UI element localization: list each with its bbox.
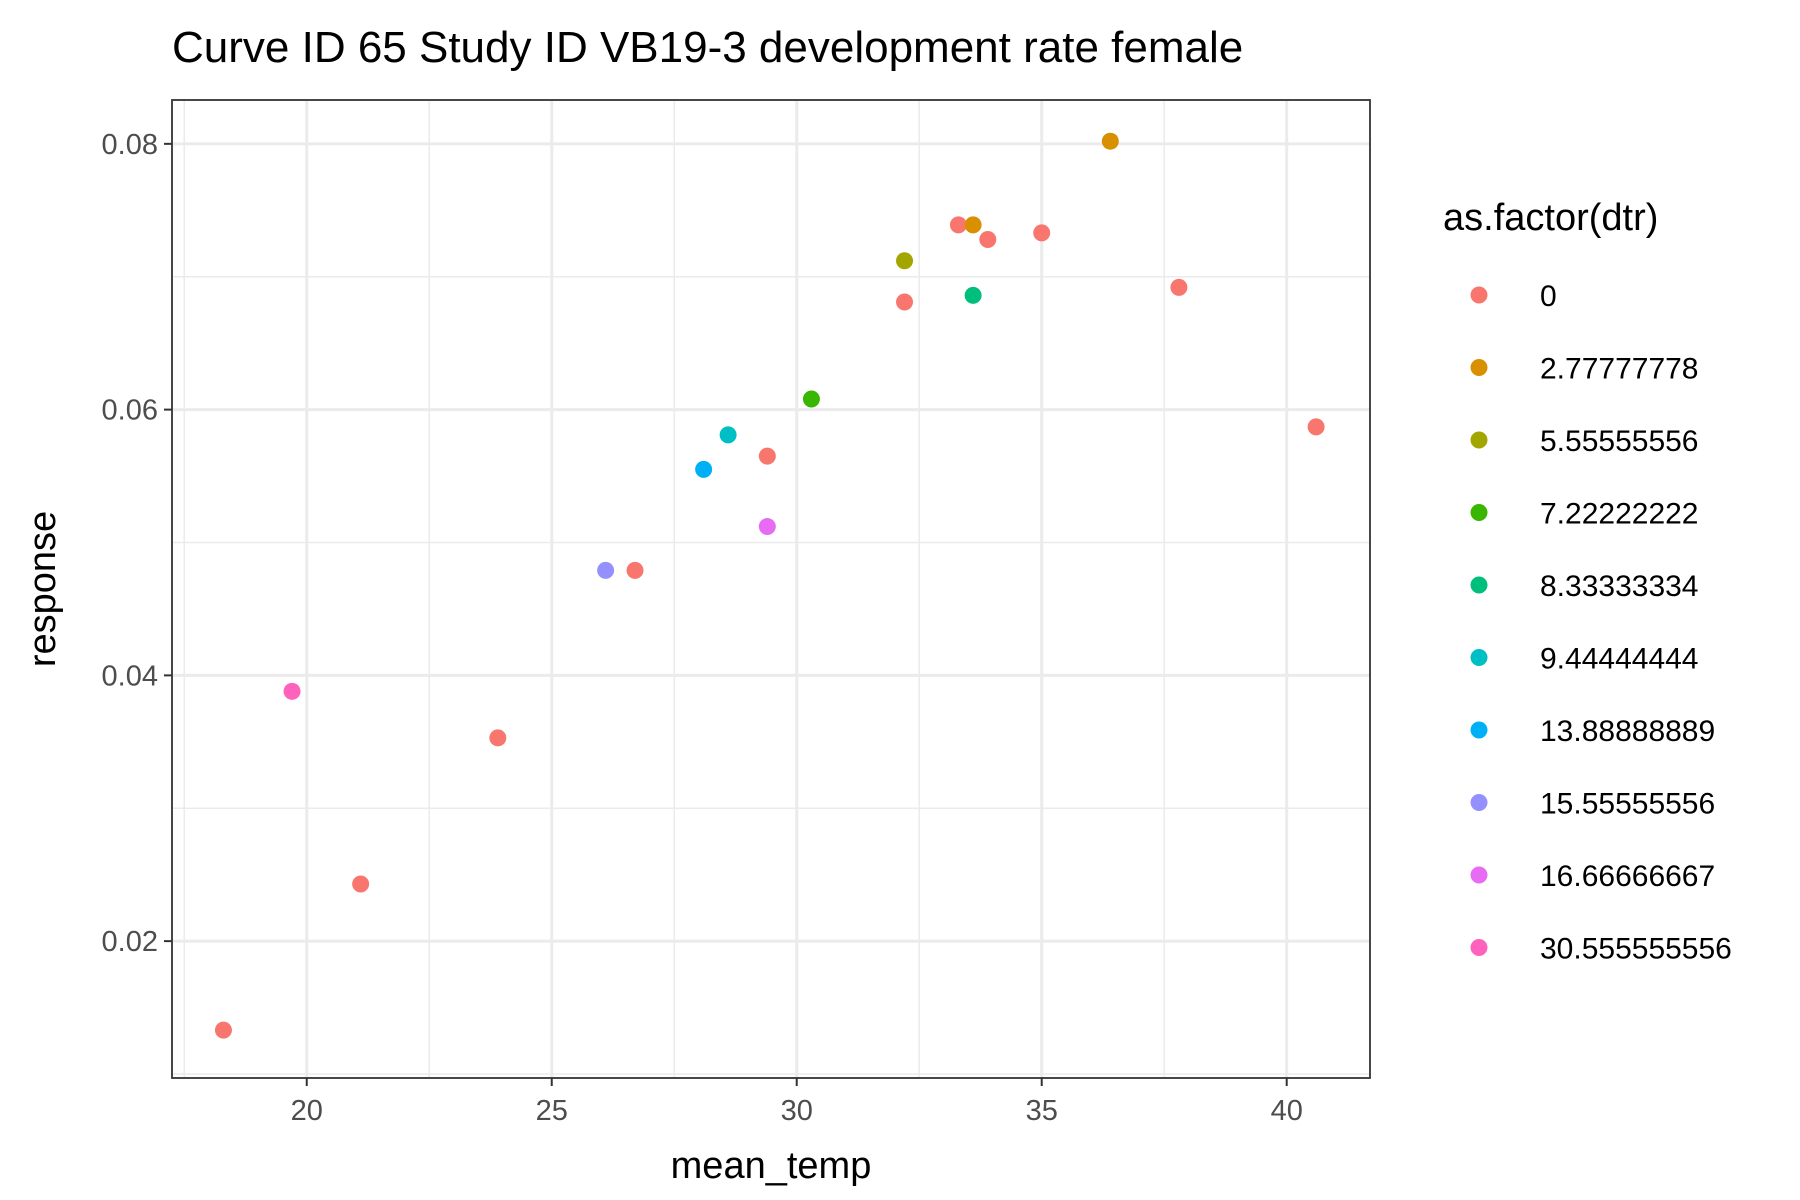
plot-grid [172,100,1370,1078]
data-point [896,252,914,270]
legend-key [1470,794,1488,811]
data-point [626,561,644,579]
legend-label: 7.22222222 [1540,498,1699,531]
legend-key [1470,431,1488,449]
legend-key [1470,286,1488,304]
data-point [597,561,615,579]
chart-title: Curve ID 65 Study ID VB19-3 development … [172,23,1243,72]
data-point [949,216,967,234]
y-axis: 0.02 0.04 0.06 0.08 [102,129,172,958]
plot-points [214,132,1325,1039]
x-tick-label: 35 [1026,1095,1058,1127]
legend-label: 2.77777778 [1540,353,1699,386]
data-point [719,426,737,444]
legend-label: 5.55555556 [1540,425,1699,458]
data-point [352,875,370,893]
data-point [758,518,776,536]
legend: as.factor(dtr) 0 2.77777778 5.55555556 7.22… [1443,197,1732,966]
data-point [758,447,776,465]
data-point [489,729,507,747]
y-axis-title: response [22,511,64,667]
plot-panel-border [171,99,1371,1079]
legend-key [1470,939,1488,956]
y-tick-label: 0.02 [102,926,158,958]
x-tick-label: 25 [536,1095,568,1127]
legend-title: as.factor(dtr) [1443,197,1658,239]
y-tick-label: 0.06 [102,395,158,427]
data-point [1170,278,1188,296]
legend-key [1470,721,1488,739]
legend-key [1470,866,1488,884]
legend-label: 16.66666667 [1540,860,1715,893]
data-point [1033,224,1051,242]
data-point [896,293,914,311]
data-point [283,682,301,700]
data-point [214,1021,232,1039]
legend-label: 15.55555556 [1540,788,1715,821]
y-tick-label: 0.04 [102,660,158,692]
legend-key [1470,576,1488,594]
legend-label: 9.44444444 [1540,643,1699,676]
data-point [964,286,982,304]
data-point [964,216,982,234]
x-tick-label: 30 [781,1095,813,1127]
y-tick-label: 0.08 [102,129,158,161]
x-tick-label: 20 [291,1095,323,1127]
legend-label: 0 [1540,280,1557,313]
data-point [1101,132,1119,150]
legend-key [1470,359,1488,376]
x-tick-label: 40 [1271,1095,1303,1127]
legend-key [1470,504,1488,521]
data-point [695,460,713,478]
x-axis: 20 25 30 35 40 [291,1078,1303,1127]
legend-key [1470,649,1488,666]
legend-label: 30.555555556 [1540,933,1732,966]
data-point [802,390,820,408]
legend-label: 13.88888889 [1540,715,1715,748]
data-point [1307,418,1325,436]
x-axis-title: mean_temp [671,1145,872,1187]
legend-label: 8.33333334 [1540,570,1699,603]
data-point [979,231,997,249]
